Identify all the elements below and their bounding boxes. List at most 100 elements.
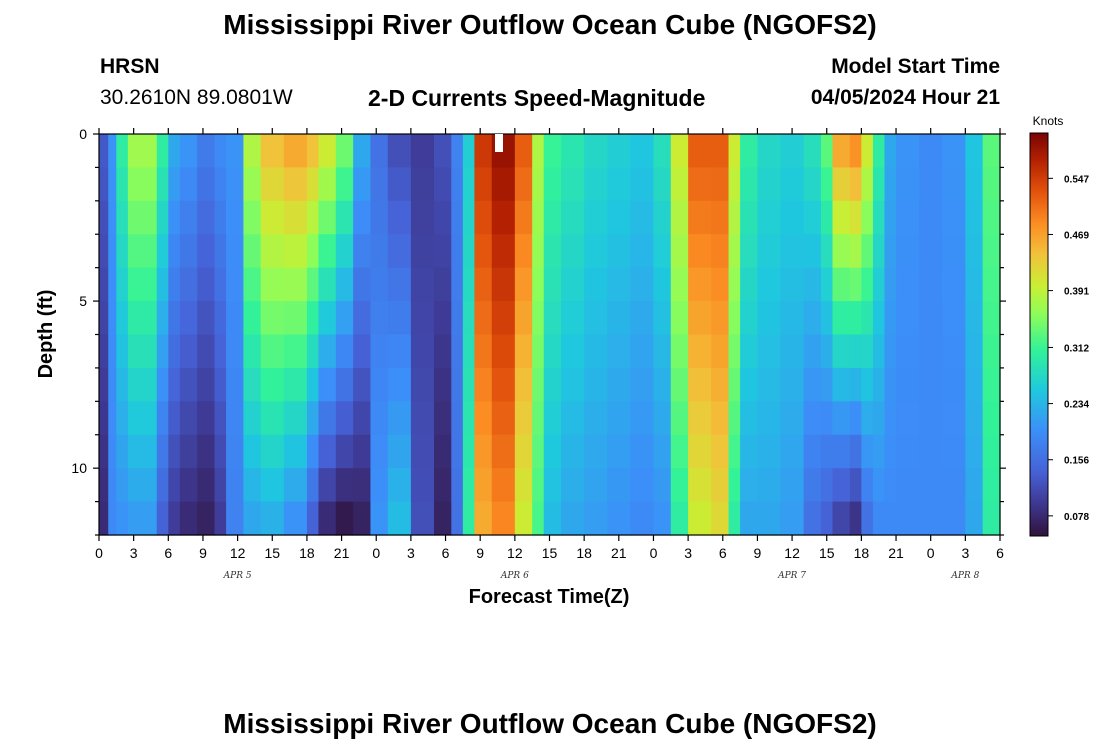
heatmap-cell [226, 301, 244, 336]
heatmap-cell [942, 401, 966, 436]
heatmap-cell [179, 167, 198, 202]
heatmap-cell [711, 334, 730, 369]
heatmap-cell [283, 200, 308, 235]
heatmap-cell [780, 267, 805, 302]
heatmap-cell [919, 434, 943, 469]
heatmap-cell [832, 267, 851, 302]
heatmap-cell [370, 434, 389, 469]
heatmap-cell [387, 167, 412, 202]
heatmap-cell [474, 401, 493, 436]
heatmap-cell [820, 334, 834, 369]
heatmap-cell [670, 367, 689, 402]
heatmap-cell [127, 401, 158, 436]
colorbar-tick-label: 0.312 [1064, 343, 1089, 354]
heatmap-cell [306, 501, 320, 536]
heatmap-cell [283, 401, 308, 436]
station-id: HRSN [100, 55, 160, 78]
heatmap-cell [803, 468, 822, 503]
heatmap-cell [283, 267, 308, 302]
x-tick-label: 6 [996, 545, 1004, 561]
heatmap-cell [116, 334, 129, 369]
heatmap-cell [688, 468, 712, 503]
heatmap-cell [872, 234, 886, 269]
heatmap-cell [832, 501, 851, 536]
heatmap-cell [532, 234, 545, 269]
heatmap-cell [942, 200, 966, 235]
heatmap-cell [982, 134, 1001, 169]
heatmap-cell [99, 267, 109, 302]
heatmap-cell [780, 134, 805, 169]
heatmap-cell [214, 367, 227, 402]
heatmap-cell [353, 301, 372, 336]
heatmap-cell [168, 401, 181, 436]
heatmap-cell [474, 434, 493, 469]
heatmap-cell [179, 434, 198, 469]
heatmap-cell [740, 334, 759, 369]
heatmap-cell [260, 167, 285, 202]
heatmap-cell [226, 367, 244, 402]
heatmap-cell [243, 401, 262, 436]
heatmap-cell [849, 134, 862, 169]
heatmap-cell [491, 434, 516, 469]
heatmap-cell [283, 468, 308, 503]
x-tick-label: 3 [130, 545, 138, 561]
heatmap-cell [803, 367, 822, 402]
colorbar-tick-label: 0.078 [1064, 512, 1089, 523]
heatmap-cell [780, 367, 805, 402]
heatmap-cell [532, 134, 545, 169]
heatmap-cell [688, 367, 712, 402]
heatmap-cell [387, 301, 412, 336]
heatmap-cell [982, 301, 1001, 336]
heatmap-cell [543, 267, 562, 302]
heatmap-cell [884, 267, 897, 302]
heatmap-cell [872, 434, 886, 469]
heatmap-cell [156, 434, 169, 469]
heatmap-cell [861, 267, 874, 302]
heatmap-cell [197, 234, 216, 269]
heatmap-cell [688, 167, 712, 202]
heatmap-cell [607, 200, 631, 235]
heatmap-cell [283, 501, 308, 536]
heatmap-cell [561, 234, 585, 269]
heatmap-cell [757, 134, 782, 169]
heatmap-cell [584, 334, 608, 369]
heatmap-cell [168, 367, 181, 402]
heatmap-cell [226, 334, 244, 369]
heatmap-cell [543, 334, 562, 369]
x-tick-label: 0 [650, 545, 658, 561]
heatmap-cell [243, 134, 262, 169]
heatmap-cell [543, 434, 562, 469]
heatmap-cell [99, 200, 109, 235]
heatmap-cell [179, 334, 198, 369]
heatmap-cell [387, 134, 412, 169]
heatmap-cell [543, 468, 562, 503]
heatmap-cell [965, 301, 984, 336]
heatmap-cell [982, 234, 1001, 269]
heatmap-cell [965, 234, 984, 269]
heatmap-cell [214, 334, 227, 369]
chart-subtitle: 2-D Currents Speed-Magnitude [368, 85, 706, 111]
heatmap-cell [370, 334, 389, 369]
heatmap-cell [283, 167, 308, 202]
heatmap-cell [803, 134, 822, 169]
heatmap-cell [260, 234, 285, 269]
heatmap-cell [982, 401, 1001, 436]
heatmap-cell [433, 301, 452, 336]
heatmap-cell [670, 234, 689, 269]
heatmap-cell [387, 267, 412, 302]
heatmap-cell [462, 267, 476, 302]
heatmap-cell [670, 401, 689, 436]
heatmap-cell [688, 234, 712, 269]
heatmap-cell [108, 434, 117, 469]
heatmap-cell [451, 434, 464, 469]
heatmap-cell [884, 167, 897, 202]
heatmap-cell [99, 134, 109, 169]
heatmap-cell [711, 401, 730, 436]
heatmap-cell [630, 234, 655, 269]
heatmap-cell [370, 367, 389, 402]
heatmap-cell [99, 334, 109, 369]
heatmap-cell [728, 501, 741, 536]
heatmap-cell [942, 334, 966, 369]
heatmap-cell [474, 367, 493, 402]
heatmap-cell [168, 134, 181, 169]
